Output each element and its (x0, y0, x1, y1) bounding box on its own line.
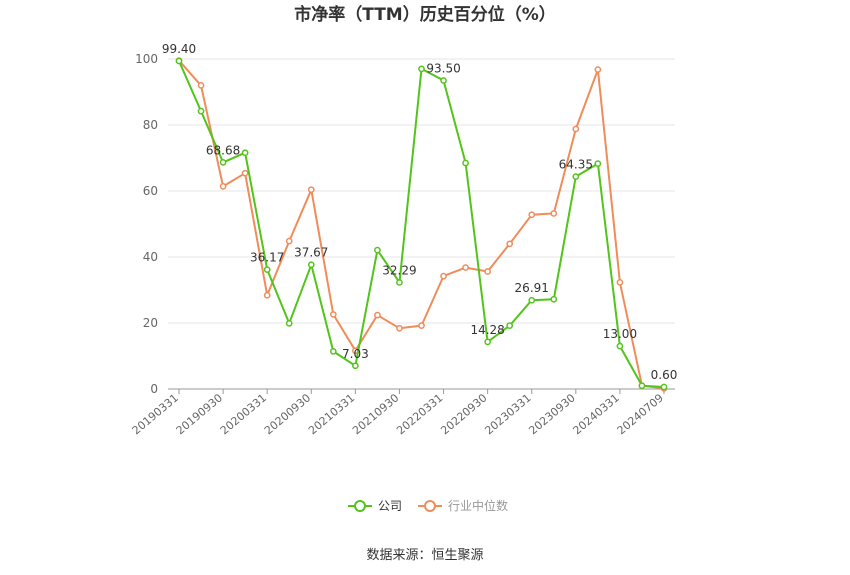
data-point (352, 362, 359, 370)
data-label: 93.50 (426, 61, 460, 75)
y-tick-label: 80 (143, 118, 158, 132)
data-point (572, 173, 580, 180)
data-label: 36.17 (250, 251, 284, 265)
legend-label: 公司 (378, 499, 402, 513)
data-point (396, 324, 403, 332)
y-axis: 0 20 40 60 80 100 (135, 52, 158, 396)
data-point (219, 159, 227, 166)
data-point (484, 338, 491, 346)
data-point (285, 237, 293, 245)
data-labels: 99.40 68.68 36.17 37.67 7.03 32.29 93.50 14.28 2… (162, 42, 678, 382)
series-line (178, 60, 665, 388)
data-point (418, 322, 425, 329)
data-point (307, 186, 315, 194)
data-point (550, 295, 558, 303)
x-tick-label: 20240331 (571, 391, 622, 437)
x-tick-label: 20210331 (306, 391, 357, 437)
y-tick-label: 20 (143, 316, 158, 330)
series-line (178, 59, 665, 390)
series-company (175, 57, 668, 391)
legend-marker-icon (424, 500, 436, 512)
data-point (418, 65, 425, 73)
data-point (241, 169, 249, 177)
data-point (329, 311, 337, 318)
data-label: 32.29 (382, 263, 416, 277)
data-point (396, 279, 403, 286)
data-point (241, 149, 249, 157)
x-tick-label: 20240709 (615, 391, 666, 437)
data-point (374, 311, 381, 319)
x-tick-label: 20200331 (218, 391, 269, 437)
data-point (506, 240, 514, 248)
data-point (550, 210, 558, 217)
x-axis: 2019033120190930202003312020093020210331… (130, 388, 675, 437)
data-point (572, 125, 580, 133)
data-point (374, 246, 381, 254)
data-label: 14.28 (470, 323, 504, 337)
data-point (175, 57, 183, 65)
legend-item-company[interactable]: 公司 (348, 499, 402, 513)
data-label: 26.91 (515, 281, 549, 295)
data-point (263, 266, 271, 273)
y-tick-label: 40 (143, 250, 158, 264)
data-label: 99.40 (162, 42, 196, 56)
data-point (440, 77, 447, 84)
data-label: 68.68 (206, 143, 240, 157)
data-point (484, 268, 491, 275)
legend-marker-icon (354, 500, 366, 512)
data-point (528, 211, 536, 219)
chart-title: 市净率（TTM）历史百分位（%） (294, 4, 556, 25)
x-tick-label: 20230331 (482, 391, 533, 437)
data-point (616, 279, 624, 286)
data-point (638, 382, 646, 390)
data-point (594, 66, 602, 73)
legend-label: 行业中位数 (448, 498, 508, 513)
source-note: 数据来源：恒生聚源 (366, 548, 483, 563)
data-point (506, 322, 514, 329)
x-tick-label: 20220331 (394, 391, 445, 437)
series-layer (175, 57, 668, 392)
x-tick-label: 20220930 (438, 391, 489, 437)
data-label: 7.03 (342, 347, 369, 361)
data-point (462, 159, 469, 167)
data-label: 37.67 (294, 246, 328, 260)
legend-item-industry-median[interactable]: 行业中位数 (418, 498, 508, 513)
legend[interactable]: 公司 行业中位数 (348, 498, 508, 513)
data-point (197, 82, 205, 89)
x-tick-label: 20190331 (130, 391, 181, 437)
data-label: 64.35 (559, 158, 593, 172)
data-point (616, 342, 624, 350)
grid-lines (168, 58, 675, 324)
data-point (660, 383, 668, 391)
data-point (263, 291, 271, 299)
data-point (440, 272, 447, 280)
y-tick-label: 0 (150, 382, 158, 396)
data-point (462, 264, 469, 271)
data-point (197, 107, 205, 115)
data-label: 13.00 (603, 327, 637, 341)
x-tick-label: 20200930 (262, 391, 313, 437)
y-tick-label: 100 (135, 52, 158, 66)
data-point (594, 160, 602, 167)
series-industry-median (175, 57, 668, 392)
data-point (219, 183, 227, 190)
data-point (285, 319, 293, 327)
data-point (329, 348, 337, 355)
data-point (307, 261, 315, 269)
data-point (528, 296, 536, 304)
x-tick-label: 20210930 (350, 391, 401, 437)
x-tick-label: 20190930 (174, 391, 225, 437)
x-tick-label: 20230930 (526, 391, 577, 437)
y-tick-label: 60 (143, 184, 158, 198)
data-label: 0.60 (651, 368, 678, 382)
